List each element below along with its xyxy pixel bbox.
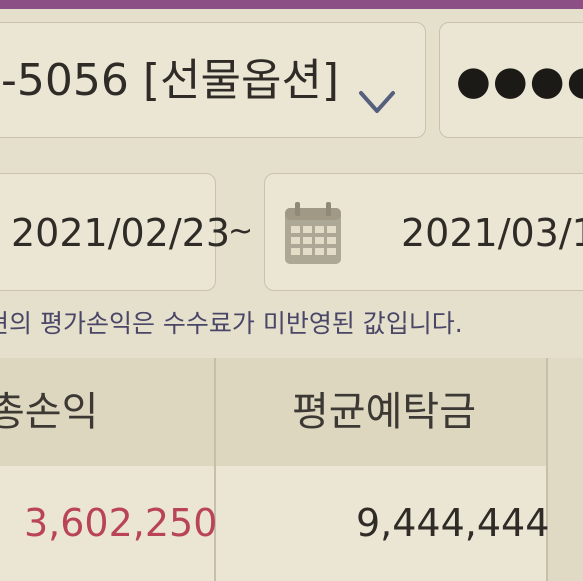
header-avg-deposit: 평균예탁금 — [292, 389, 476, 435]
date-separator: ~ — [228, 214, 254, 249]
top-accent-bar — [0, 0, 583, 9]
account-select[interactable]: -5056 [선물옵션] — [0, 22, 426, 138]
calendar-icon[interactable] — [283, 200, 343, 266]
chevron-down-icon — [359, 91, 395, 113]
value-total-pnl: 3,602,250 — [24, 501, 218, 545]
table-header-row — [0, 358, 583, 466]
column-divider — [546, 358, 548, 581]
table-row — [0, 466, 583, 581]
header-total-pnl: 총손익 — [0, 389, 99, 435]
summary-table: 총손익 평균예탁금 3,602,250 9,444,444 — [0, 358, 583, 581]
start-date: 2021/02/23 — [11, 211, 231, 255]
value-avg-deposit: 9,444,444 — [356, 501, 550, 545]
table-column-partial — [548, 358, 583, 581]
start-date-field[interactable]: 2021/02/23 — [0, 173, 230, 291]
end-date-field[interactable]: 2021/03/12 — [264, 173, 583, 291]
password-field[interactable]: ●●●●● — [439, 22, 583, 138]
end-date: 2021/03/12 — [401, 211, 583, 255]
password-masked: ●●●●● — [456, 58, 583, 104]
column-divider — [214, 358, 216, 581]
fee-notice: 현의 평가손익은 수수료가 미반영된 값입니다. — [0, 309, 463, 338]
account-number: -5056 [선물옵션] — [1, 55, 340, 106]
